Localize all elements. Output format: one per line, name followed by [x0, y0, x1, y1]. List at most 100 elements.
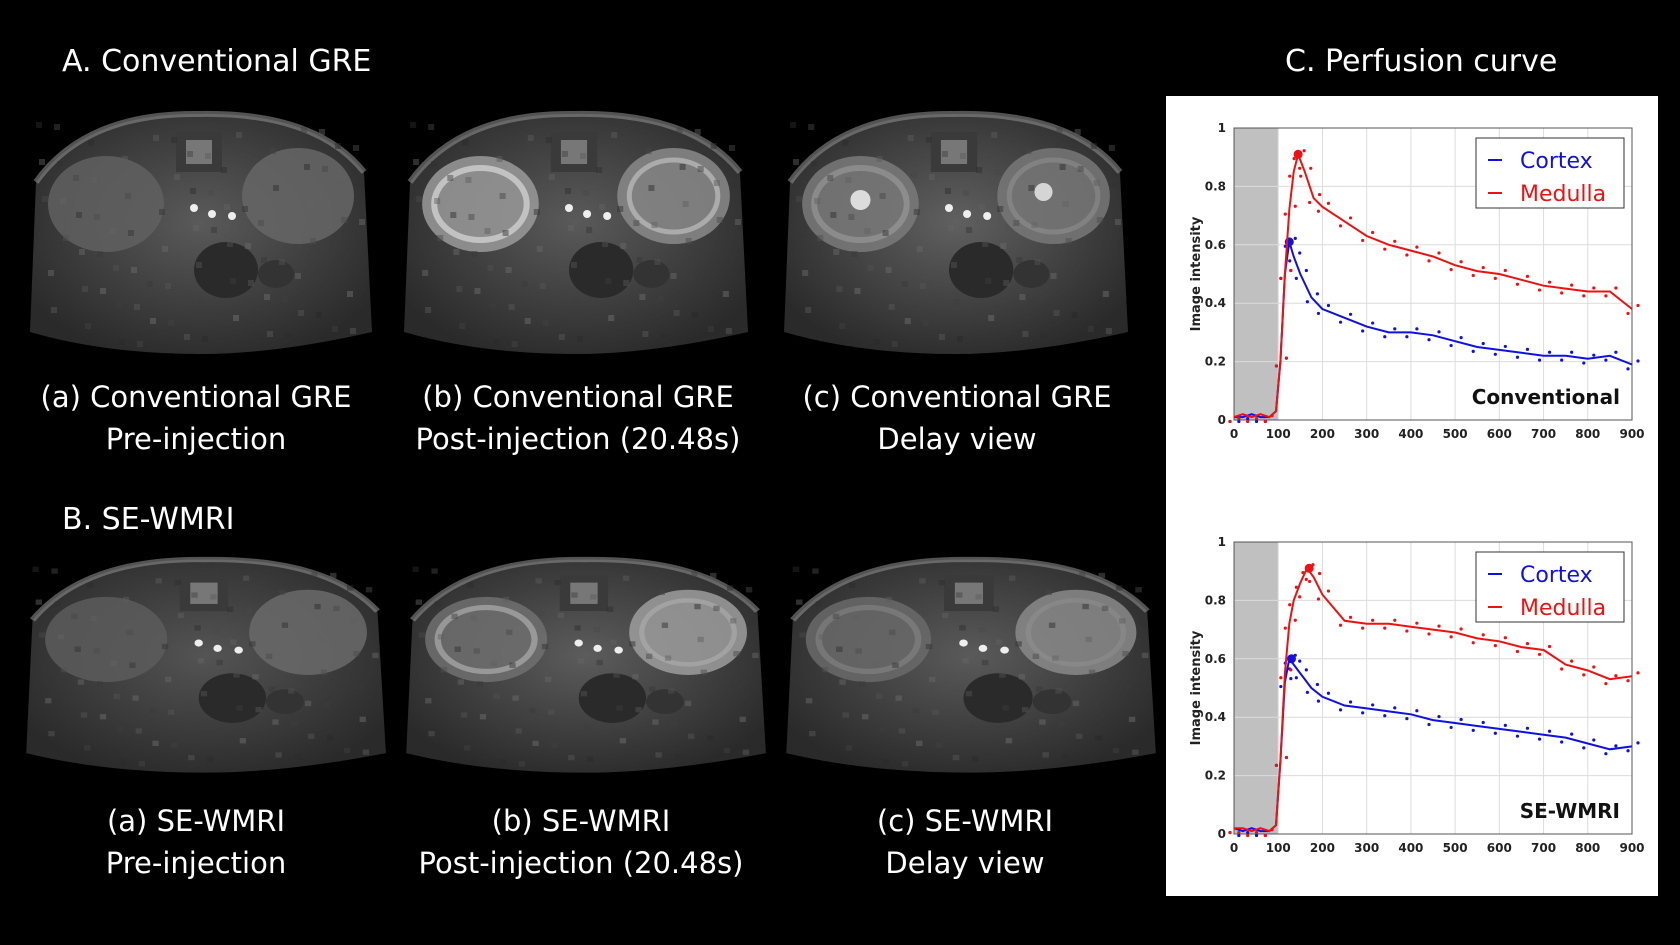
caption-line-1: (a) SE-WMRI — [106, 804, 286, 838]
data-point-medulla — [1471, 273, 1475, 278]
data-point-medulla — [1274, 364, 1279, 368]
y-tick-label: 0.6 — [1205, 238, 1226, 252]
caption-line-1: (c) Conventional GRE — [802, 380, 1112, 414]
data-point-medulla — [1393, 239, 1397, 243]
section-title-perfusion-curve: C. Perfusion curve — [1285, 44, 1558, 79]
data-point-medulla — [1237, 830, 1241, 835]
data-point-cortex — [1636, 741, 1640, 745]
data-point-medulla — [1316, 209, 1321, 213]
caption-line-2: Pre-injection — [105, 846, 287, 880]
data-point-cortex — [1437, 330, 1441, 334]
data-point-medulla — [1298, 595, 1302, 599]
x-tick-label: 700 — [1531, 427, 1556, 441]
data-point-cortex — [1405, 335, 1409, 339]
data-point-cortex — [1405, 717, 1409, 721]
data-point-medulla — [1228, 419, 1232, 424]
caption-line-1: (b) Conventional GRE — [422, 380, 734, 414]
data-point-cortex — [1604, 358, 1608, 362]
data-point-cortex — [1383, 335, 1387, 339]
y-axis-label: Image intensity — [1189, 216, 1204, 331]
data-point-cortex — [1393, 327, 1397, 331]
data-point-cortex — [1305, 690, 1309, 694]
data-point-medulla — [1636, 671, 1640, 675]
data-point-cortex — [1316, 699, 1321, 703]
x-tick-label: 600 — [1487, 841, 1512, 855]
caption-line-2: Post-injection (20.48s) — [418, 846, 744, 880]
data-point-cortex — [1515, 355, 1520, 359]
legend-label-medulla: Medulla — [1520, 182, 1606, 207]
data-point-medulla — [1503, 636, 1507, 640]
mri-image-conventional-delay-view — [780, 92, 1130, 360]
y-tick-label: 0.8 — [1205, 593, 1226, 607]
data-point-cortex — [1525, 726, 1530, 730]
y-tick-label: 1 — [1218, 535, 1226, 549]
data-point-cortex — [1449, 725, 1453, 730]
data-point-medulla — [1427, 632, 1431, 636]
data-point-cortex — [1626, 367, 1630, 371]
data-point-cortex — [1481, 720, 1485, 725]
data-point-medulla — [1338, 224, 1343, 228]
legend-label-cortex: Cortex — [1520, 149, 1593, 174]
caption-line-2: Delay view — [877, 422, 1037, 456]
plot-area-frame — [1233, 127, 1633, 421]
data-point-cortex — [1237, 419, 1241, 424]
mri-image-sewmri-post-injection — [402, 540, 768, 778]
data-point-medulla — [1283, 626, 1287, 630]
data-point-medulla — [1626, 679, 1630, 683]
data-point-cortex — [1338, 708, 1343, 712]
mri-image-conventional-post-injection — [400, 92, 750, 360]
data-point-medulla — [1284, 755, 1289, 760]
data-point-cortex — [1348, 700, 1353, 704]
legend-label-cortex: Cortex — [1520, 563, 1593, 588]
data-point-cortex — [1316, 311, 1321, 316]
data-point-medulla — [1604, 682, 1608, 686]
data-point-cortex — [1614, 350, 1618, 354]
data-point-medulla — [1254, 416, 1259, 421]
mri-image-sewmri-delay-view — [782, 540, 1158, 778]
data-point-medulla — [1316, 597, 1321, 601]
data-point-medulla — [1560, 667, 1564, 671]
y-tick-label: 0.6 — [1205, 652, 1226, 666]
data-point-cortex — [1459, 336, 1463, 340]
data-point-medulla — [1471, 641, 1475, 645]
data-point-medulla — [1361, 626, 1365, 630]
x-tick-label: 700 — [1531, 841, 1556, 855]
data-point-cortex — [1592, 738, 1596, 742]
section-title-se-wmri: B. SE-WMRI — [62, 502, 235, 537]
data-point-medulla — [1547, 280, 1552, 284]
data-point-cortex — [1315, 682, 1319, 687]
data-point-medulla — [1228, 830, 1232, 835]
data-point-medulla — [1309, 166, 1313, 170]
data-point-medulla — [1283, 212, 1287, 216]
data-point-medulla — [1547, 644, 1552, 649]
x-tick-label: 900 — [1619, 427, 1644, 441]
data-point-cortex — [1254, 419, 1259, 424]
y-tick-label: 0.2 — [1205, 769, 1226, 783]
data-point-medulla — [1318, 571, 1322, 576]
data-point-medulla — [1289, 268, 1293, 273]
data-point-medulla — [1338, 623, 1343, 627]
x-tick-label: 100 — [1266, 427, 1291, 441]
data-point-cortex — [1570, 732, 1574, 736]
data-point-medulla — [1361, 238, 1365, 243]
data-point-medulla — [1481, 265, 1485, 270]
data-point-medulla — [1560, 291, 1564, 295]
data-point-medulla — [1326, 589, 1331, 593]
data-point-medulla — [1525, 274, 1530, 278]
data-point-cortex — [1294, 676, 1298, 680]
x-tick-label: 600 — [1487, 427, 1512, 441]
data-point-cortex — [1493, 731, 1497, 735]
x-tick-label: 0 — [1230, 427, 1238, 441]
data-point-medulla — [1279, 276, 1283, 280]
data-point-cortex — [1289, 677, 1293, 681]
data-point-medulla — [1459, 627, 1463, 631]
data-point-cortex — [1503, 344, 1507, 349]
series-line-medulla — [1233, 150, 1633, 419]
data-point-cortex — [1547, 729, 1552, 733]
data-point-medulla — [1592, 286, 1596, 290]
data-point-cortex — [1415, 327, 1419, 331]
data-point-cortex — [1246, 416, 1250, 421]
caption-line-1: (a) Conventional GRE — [40, 380, 352, 414]
data-point-cortex — [1304, 668, 1308, 672]
data-point-cortex — [1348, 312, 1353, 316]
